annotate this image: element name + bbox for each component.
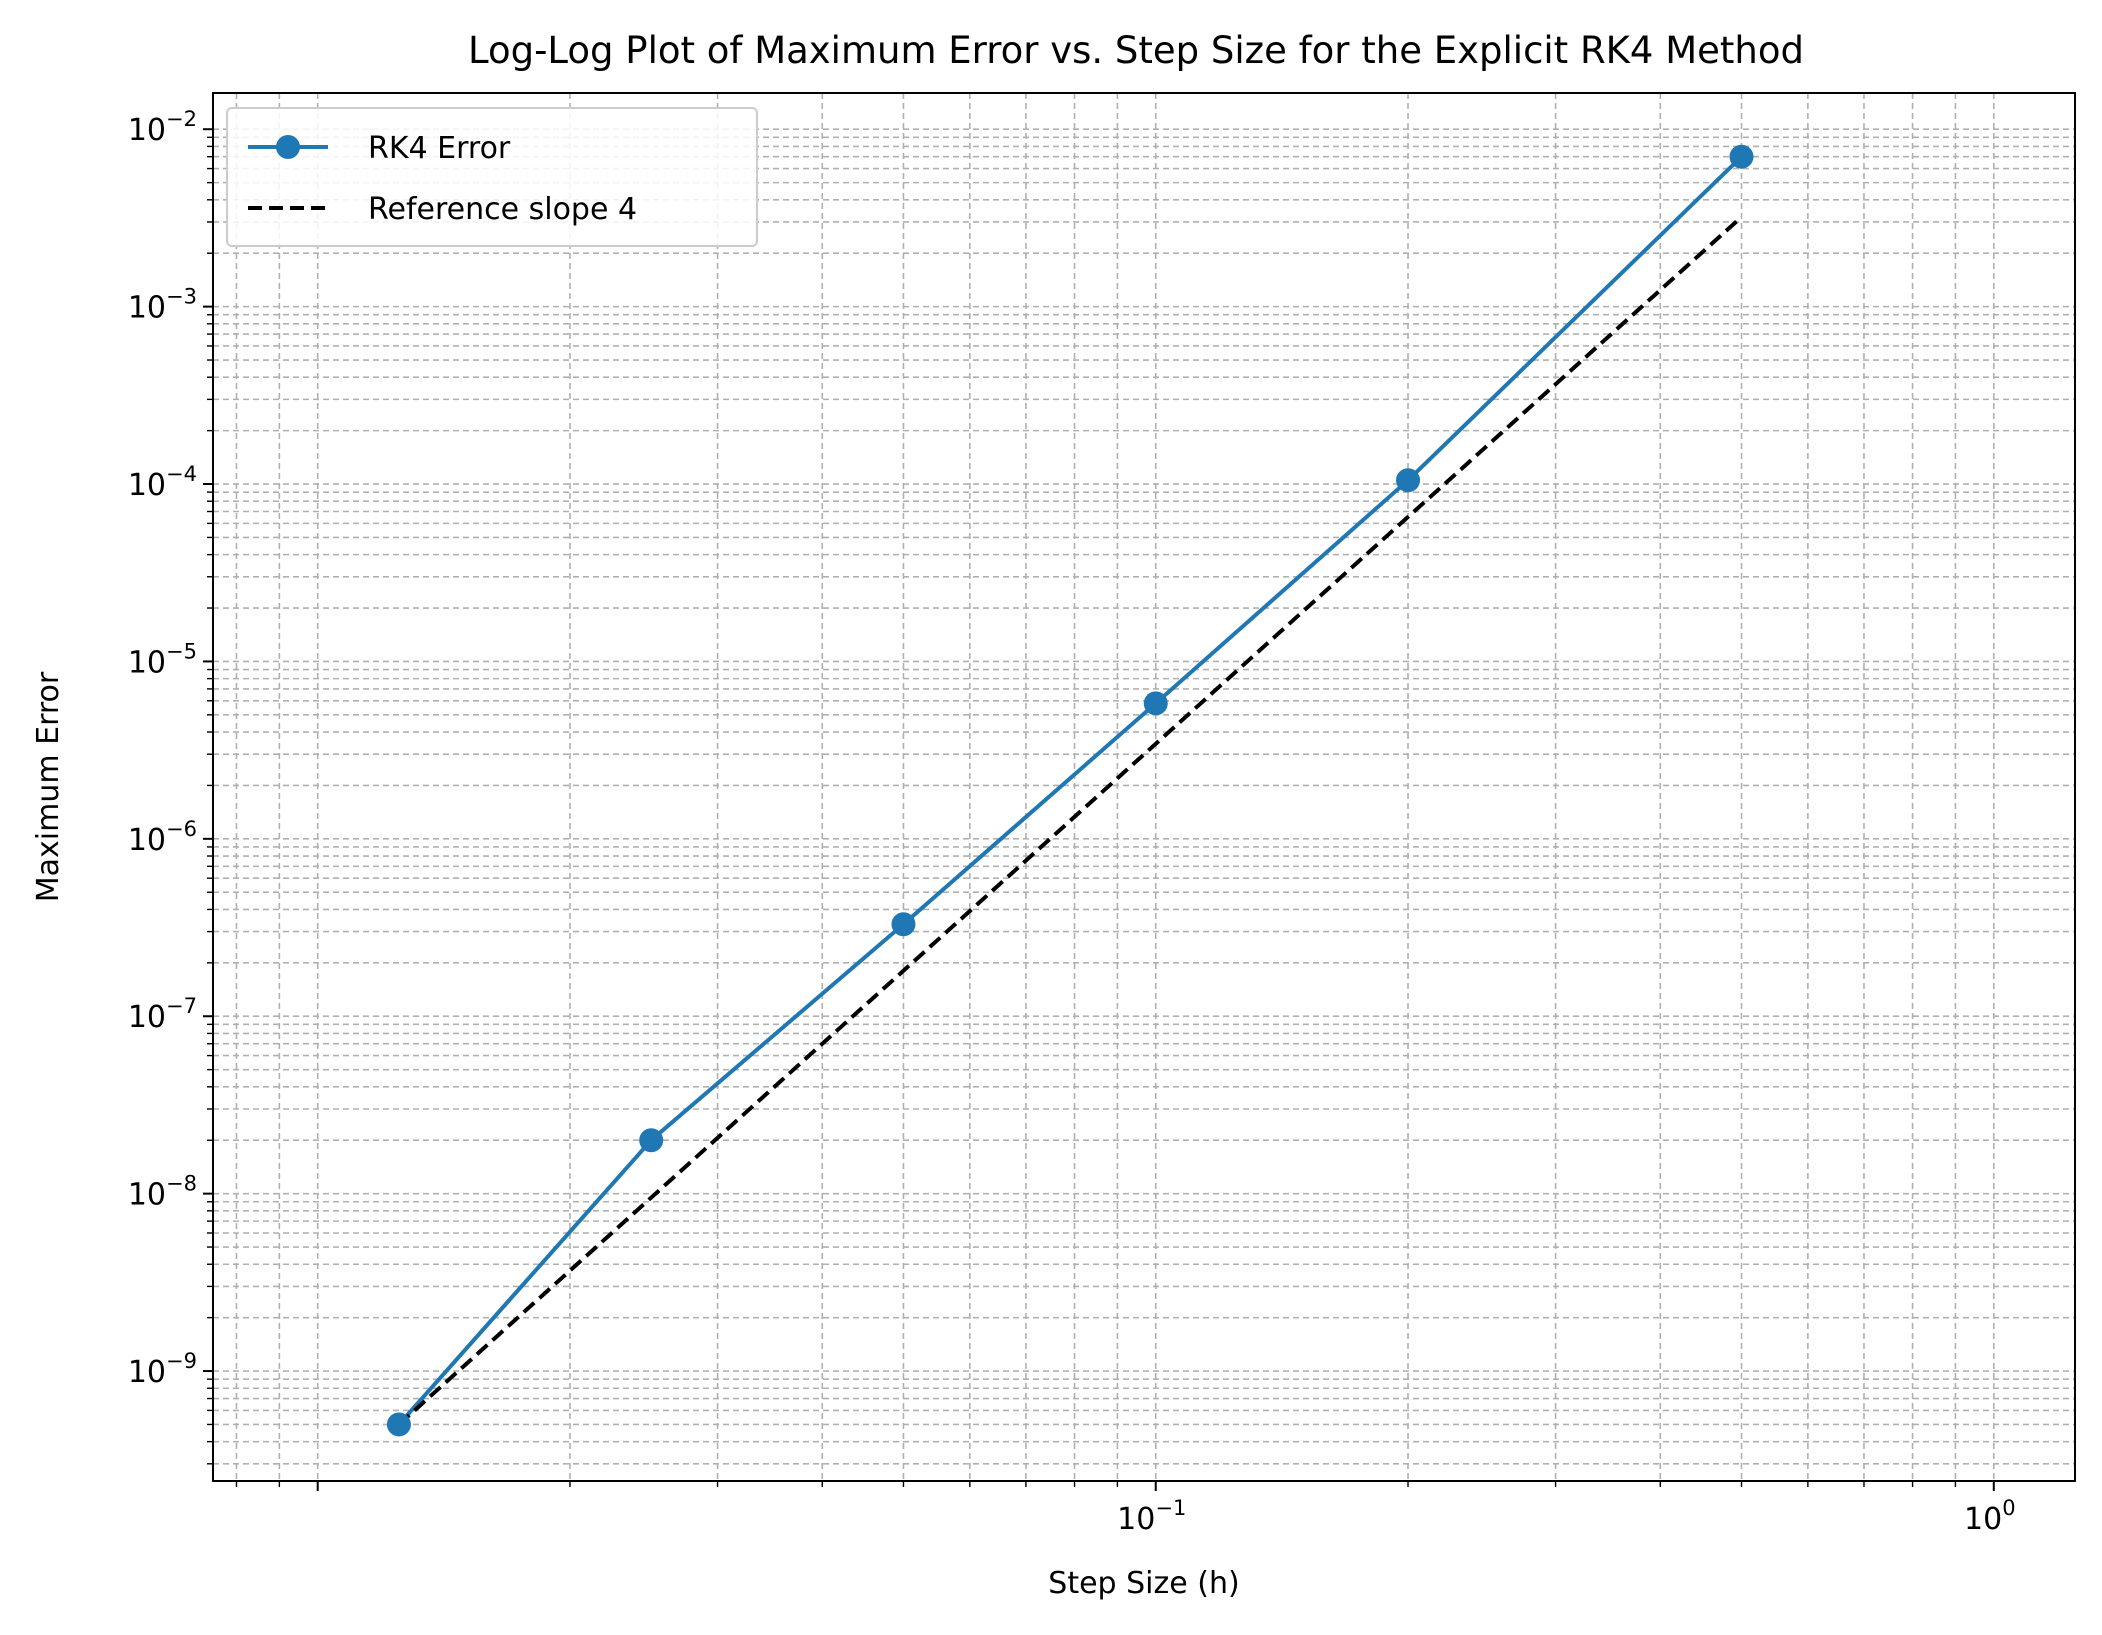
series-line-0 — [397, 155, 1743, 1426]
legend-label-rk4-error: RK4 Error — [368, 131, 511, 166]
x-axis-label: Step Size (h) — [1048, 1566, 1239, 1601]
y-tick-label: 10−2 — [128, 107, 197, 148]
legend-label-reference-slope: Reference slope 4 — [368, 192, 637, 227]
y-tick-label: 10−4 — [128, 462, 197, 503]
legend: RK4 Error Reference slope 4 — [226, 107, 758, 247]
data-point — [1143, 691, 1168, 716]
y-tick-label: 10−8 — [128, 1172, 197, 1213]
series-line-1 — [397, 215, 1743, 1426]
x-tick-label: 100 — [1964, 1496, 2016, 1537]
y-tick-label: 10−5 — [128, 639, 197, 680]
y-tick-label: 10−6 — [128, 817, 197, 858]
series-layer — [386, 144, 1754, 1437]
y-tick-label: 10−7 — [128, 994, 197, 1035]
ticks: 10−1 100 10−9 10−8 10−7 10−6 10−5 10−4 10−3 10−2 — [128, 107, 2016, 1537]
grid — [213, 93, 2075, 1481]
plot-frame — [212, 92, 2076, 1482]
data-point — [891, 912, 916, 937]
data-point — [639, 1128, 664, 1153]
data-point — [386, 1412, 411, 1437]
data-point — [1396, 468, 1421, 493]
y-axis-label: Maximum Error — [31, 671, 66, 902]
data-point — [1729, 144, 1754, 169]
y-tick-label: 10−9 — [128, 1349, 197, 1390]
x-tick-label: 10−1 — [1117, 1496, 1186, 1537]
chart-title: Log-Log Plot of Maximum Error vs. Step S… — [468, 29, 1804, 72]
legend-marker-rk4-error — [276, 135, 300, 159]
y-tick-label: 10−3 — [128, 285, 197, 326]
legend-box — [226, 107, 758, 247]
